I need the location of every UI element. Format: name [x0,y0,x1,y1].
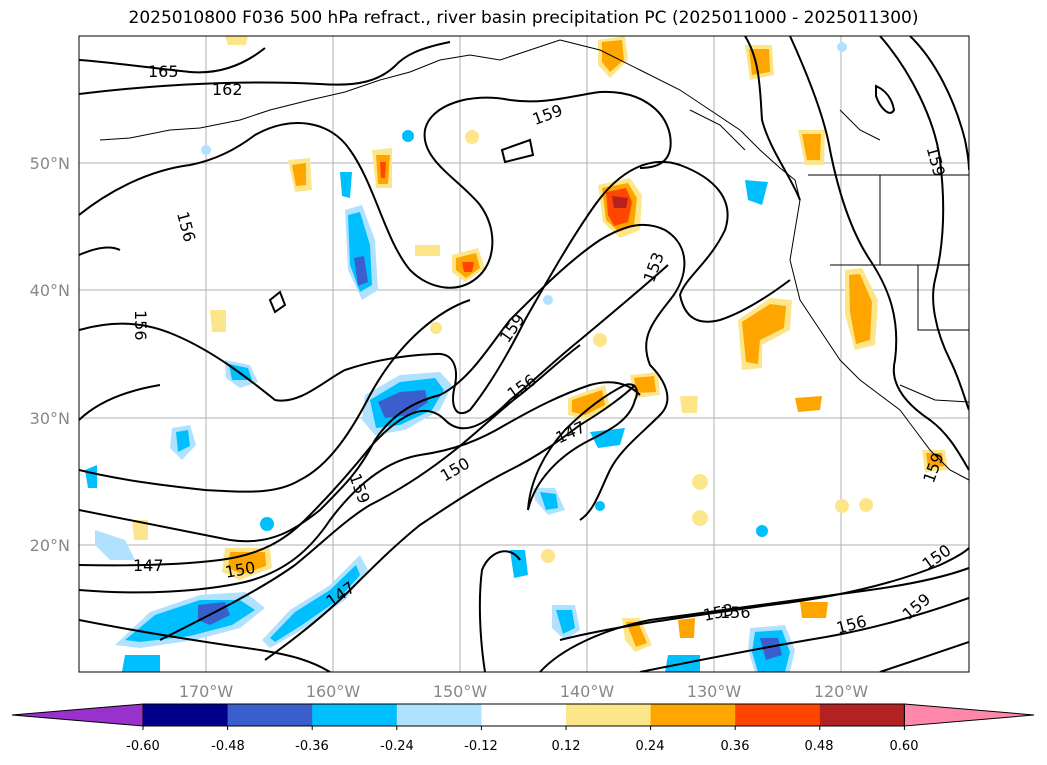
lon-tick-label: 170°W [179,682,234,701]
precip-patch [122,655,160,672]
colorbar-segment [819,704,905,726]
colorbar-tick-label: -0.24 [380,739,414,754]
precip-patch [95,530,135,560]
precip-patch [745,180,768,205]
precip-patch [680,396,698,413]
colorbar-tick-label: -0.60 [126,739,160,754]
precip-patch [795,396,822,412]
precip-patch [176,430,190,452]
precip-patch [802,134,821,160]
colorbar-segment [143,704,229,726]
precip-dot [837,42,847,52]
latitude-axis: 50°N 40°N 30°N 20°N [30,154,70,555]
lon-tick-label: 120°W [814,682,869,701]
colorbar-tick-label: -0.48 [211,739,245,754]
precip-patch [462,262,474,272]
lat-tick-label: 50°N [30,154,70,173]
precip-dot [859,498,873,512]
precip-patch [590,428,625,448]
longitude-axis: 170°W 160°W 150°W 140°W 130°W 120°W [179,682,869,701]
precip-dot [260,517,274,531]
lat-tick-label: 40°N [30,281,70,300]
precip-dot [541,549,555,563]
colorbar-tick-label: 0.12 [552,739,581,754]
precip-dot [835,499,849,513]
precip-patch [634,376,656,393]
colorbar-segment [396,704,482,726]
precip-patch [270,565,360,642]
graticule [79,36,969,672]
colorbar-tick-label: 0.48 [805,739,834,754]
precip-dot [593,333,607,347]
colorbar-frame [142,703,905,727]
precip-patch [380,162,386,178]
contour-label: 147 [133,556,164,575]
precip-patch [742,304,786,364]
precip-patch [849,274,872,344]
precip-patch [85,465,97,488]
precip-patch [612,196,628,208]
precip-patch [225,36,248,45]
precip-patch [572,390,605,415]
lon-tick-label: 140°W [560,682,615,701]
colorbar [11,703,1035,730]
precip-patch [760,638,782,660]
precip-patch [678,618,695,638]
precip-patch [210,310,226,332]
colorbar-tick-label: -0.12 [464,739,498,754]
precip-patch [540,492,558,510]
lat-tick-label: 20°N [30,536,70,555]
colorbar-tick-label: -0.36 [295,739,329,754]
precip-dot [543,295,553,305]
precip-dot [595,501,605,511]
plot-frame [78,35,970,673]
precip-patch [415,245,440,256]
lon-tick-label: 150°W [433,682,488,701]
colorbar-extend-low [11,703,144,727]
colorbar-segment [227,704,313,726]
precip-patch [926,453,944,468]
precip-patch [626,622,647,647]
colorbar-tick-label: 0.36 [721,739,750,754]
precip-dot [692,510,708,526]
contour-label: 156 [720,603,751,622]
colorbar-tick-label: 0.24 [636,739,665,754]
precip-patch [292,163,306,186]
colorbar-extend-high [903,703,1035,727]
colorbar-segment [481,704,567,726]
precip-patch [229,364,252,380]
colorbar-segment [566,704,652,726]
map-title: 2025010800 F036 500 hPa refract., river … [128,8,919,28]
contour-label: 156 [131,310,150,341]
height-contours [79,36,969,672]
lon-tick-label: 130°W [687,682,742,701]
precip-dot [402,130,414,142]
precip-patch [800,602,828,618]
precip-dot [465,130,479,144]
precip-dot [756,525,768,537]
precip-patch [556,610,575,634]
colorbar-labels: -0.60 -0.48 -0.36 -0.24 -0.12 0.12 0.24 … [126,739,918,754]
lat-tick-label: 30°N [30,409,70,428]
precip-patch [354,256,368,286]
precip-patch [340,172,352,198]
precip-dot [201,145,211,155]
lon-tick-label: 160°W [306,682,361,701]
precip-patch [132,520,148,540]
contour-label: 162 [212,80,243,99]
precip-patch [510,550,528,578]
colorbar-segment [735,704,821,726]
precip-dot [430,322,442,334]
colorbar-segment [312,704,398,726]
precip-patch [378,390,428,418]
colorbar-tick-label: 0.60 [890,739,919,754]
precip-dot [692,474,708,490]
colorbar-segment [650,704,736,726]
contour-label: 165 [148,62,179,81]
